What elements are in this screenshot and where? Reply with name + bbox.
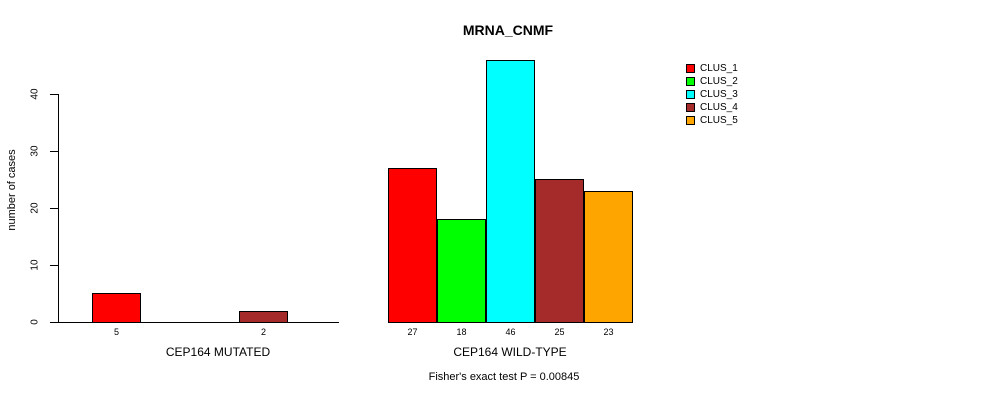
- bar-clus_2-group2: [437, 219, 486, 323]
- legend-label: CLUS_3: [700, 89, 738, 100]
- y-tick-label-40: 40: [29, 88, 41, 100]
- y-tick-0: [50, 322, 58, 323]
- y-tick-label-30: 30: [29, 145, 41, 157]
- bar-clus_4-group2: [535, 179, 584, 323]
- y-axis-line: [58, 94, 59, 323]
- legend-swatch-icon: [686, 90, 695, 99]
- legend-swatch-icon: [686, 103, 695, 112]
- y-tick-30: [50, 151, 58, 152]
- chart-title: MRNA_CNMF: [462, 22, 554, 38]
- bar-value-label: 23: [603, 327, 614, 337]
- bar-value-label: 5: [113, 327, 120, 337]
- y-tick-40: [50, 94, 58, 95]
- y-tick-label-0: 0: [29, 319, 41, 325]
- legend-label: CLUS_1: [700, 63, 738, 74]
- bar-clus_3-group2: [486, 60, 535, 323]
- bar-value-label: 46: [505, 327, 516, 337]
- legend-label: CLUS_2: [700, 76, 738, 87]
- y-tick-label-10: 10: [29, 259, 41, 271]
- bar-clus_4-group1: [239, 311, 288, 323]
- legend-swatch-icon: [686, 116, 695, 125]
- bar-value-label: 18: [456, 327, 467, 337]
- x-axis-line-mutated-group: [58, 322, 339, 323]
- legend-swatch-icon: [686, 77, 695, 86]
- legend-swatch-icon: [686, 64, 695, 73]
- bar-value-label: 25: [554, 327, 565, 337]
- y-tick-label-20: 20: [29, 202, 41, 214]
- y-tick-10: [50, 265, 58, 266]
- bar-clus_5-group2: [584, 191, 633, 323]
- bar-clus_1-group2: [388, 168, 437, 323]
- bar-value-label: 2: [260, 327, 267, 337]
- legend-label: CLUS_5: [700, 115, 738, 126]
- group-label-cep164-wild-type: CEP164 WILD-TYPE: [453, 345, 567, 359]
- y-axis-label: number of cases: [6, 149, 18, 231]
- legend-label: CLUS_4: [700, 102, 738, 113]
- bar-value-label: 27: [407, 327, 418, 337]
- fisher-test-caption: Fisher's exact test P = 0.00845: [428, 371, 580, 383]
- bar-clus_1-group1: [92, 293, 141, 323]
- group-label-cep164-mutated: CEP164 MUTATED: [165, 345, 271, 359]
- y-tick-20: [50, 208, 58, 209]
